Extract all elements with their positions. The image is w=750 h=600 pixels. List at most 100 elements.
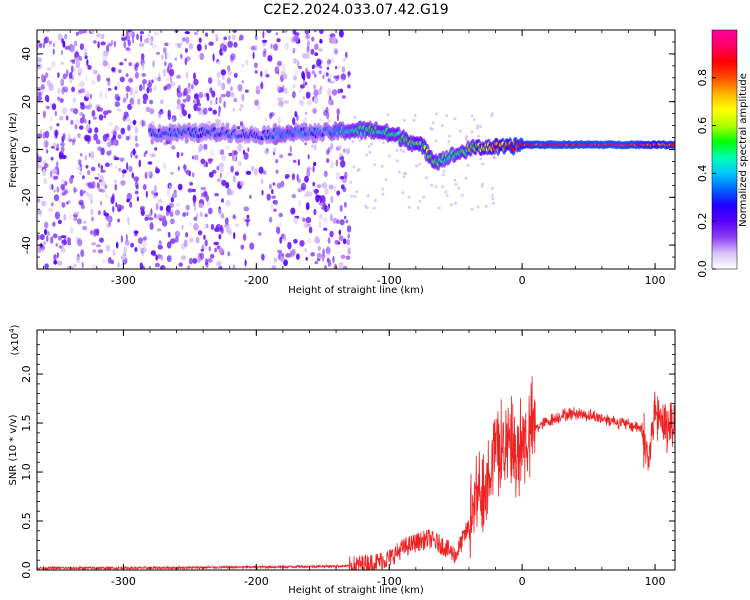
spectrogram-noise-cell [273,147,277,153]
spectrogram-noise-cell [76,256,81,264]
y-tick-label: 0 [20,146,33,153]
spectrogram-noise-cell [192,99,196,104]
spectrogram-noise-cell [232,34,236,41]
spectrogram-noise-cell [83,118,87,124]
spectrogram-noise-cell [334,239,340,245]
spectrogram-noise-cell [476,126,479,130]
spectrogram-noise-cell [127,221,131,225]
spectrogram-noise-cell [88,152,91,158]
spectrogram-noise-cell [134,247,138,252]
spectrogram-noise-cell [155,168,160,174]
spectrogram-noise-cell [176,104,182,110]
spectrogram-noise-cell [234,171,240,176]
spectrogram-noise-cell [268,216,273,223]
spectrogram-noise-cell [264,149,270,155]
spectrogram-noise-cell [89,93,92,100]
spectrogram-noise-cell [212,109,217,115]
spectrogram-noise-cell [210,223,214,230]
y-tick-label: 2.0 [20,365,33,383]
spectrogram-noise-cell [142,184,147,191]
spectrogram-noise-cell [198,143,204,152]
spectrogram-noise-cell [130,242,135,248]
spectrogram-noise-cell [312,64,316,69]
spectrogram-noise-cell [110,39,114,46]
spectrogram-noise-cell [97,172,100,177]
spectrogram-noise-cell [54,211,61,220]
spectrogram-noise-cell [42,168,46,177]
spectrogram-noise-cell [176,151,180,158]
spectrogram-noise-cell [258,166,264,174]
spectrogram-noise-cell [386,113,390,117]
spectrogram-noise-cell [107,61,110,70]
spectrogram-noise-cell [220,213,225,219]
spectrogram-noise-cell [237,144,243,152]
spectrogram-noise-cell [85,124,91,131]
spectrogram-noise-cell [245,89,249,93]
spectrogram-noise-cell [115,241,119,249]
spectrogram-noise-cell [196,43,202,52]
spectrogram-noise-cell [431,121,435,125]
spectrogram-noise-cell [203,223,208,230]
spectrogram-noise-cell [278,100,284,107]
spectrogram-noise-cell [188,257,193,265]
spectrogram-noise-cell [480,182,484,186]
spectrogram-noise-cell [176,98,181,106]
spectrogram-noise-cell [164,42,169,47]
spectrogram-noise-cell [126,124,131,132]
spectrogram-noise-cell [153,31,159,37]
spectrogram-noise-cell [98,163,100,168]
colorbar-ticks: 0.0 0.2 0.4 0.6 0.8 [696,69,716,278]
spectrogram-noise-cell [55,243,58,247]
spectrogram-noise-cell [95,104,101,111]
spectrogram-noise-cell [37,198,41,203]
spectrogram-noise-cell [65,115,69,121]
spectrogram-noise-cell [220,93,227,98]
spectrogram-noise-cell [187,188,193,193]
spectrogram-noise-cell [76,166,82,171]
spectrogram-noise-cell [37,95,43,102]
spectrogram-noise-cell [145,190,148,198]
spectrogram-noise-cell [97,210,101,216]
spectrogram-noise-cell [287,152,293,157]
spectrogram-noise-cell [210,253,215,259]
spectrogram-noise-cell [182,37,186,42]
spectrogram-noise-cell [75,56,81,62]
spectrogram-noise-cell [327,78,331,83]
spectrogram-noise-cell [78,159,82,166]
spectrogram-noise-cell [123,246,128,253]
spectrogram-noise-cell [219,149,225,156]
spectrogram-noise-cell [97,41,100,49]
spectrogram-noise-cell [205,194,209,202]
spectrogram-noise-cell [57,33,63,41]
spectrogram-noise-cell [45,72,49,78]
spectrogram-noise-cell [158,110,164,115]
spectrogram-noise-cell [312,108,317,114]
spectrogram-noise-cell [78,125,84,130]
spectrogram-noise-cell [194,93,199,100]
spectrogram-noise-cell [277,60,282,67]
spectrogram-noise-cell [73,186,76,194]
spectrogram-noise-cell [327,118,331,124]
spectrogram-noise-cell [458,129,462,133]
spectrogram-noise-cell [74,124,78,130]
spectrogram-noise-cell [148,211,152,218]
x-tick-label: 100 [645,274,666,287]
spectrogram-noise-cell [311,144,314,148]
spectrogram-noise-cell [212,53,215,62]
spectrogram-noise-cell [182,98,187,103]
spectrogram-noise-cell [85,135,91,142]
spectrogram-noise-cell [92,69,99,75]
y-tick-label: 0.0 [20,561,33,579]
spectrogram-noise-cell [312,181,316,187]
spectrogram-noise-cell [333,75,339,79]
spectrogram-noise-cell [230,86,233,92]
spectrogram-noise-cell [70,175,75,179]
spectrogram-noise-cell [211,169,217,174]
spectrogram-noise-cell [490,112,494,116]
spectrogram-noise-cell [90,208,94,216]
spectrogram-noise-cell [470,130,474,134]
spectrogram-noise-cell [223,36,228,41]
spectrogram-noise-cell [266,30,272,34]
spectrogram-noise-cell [71,86,76,93]
spectrogram-noise-cell [317,48,323,52]
